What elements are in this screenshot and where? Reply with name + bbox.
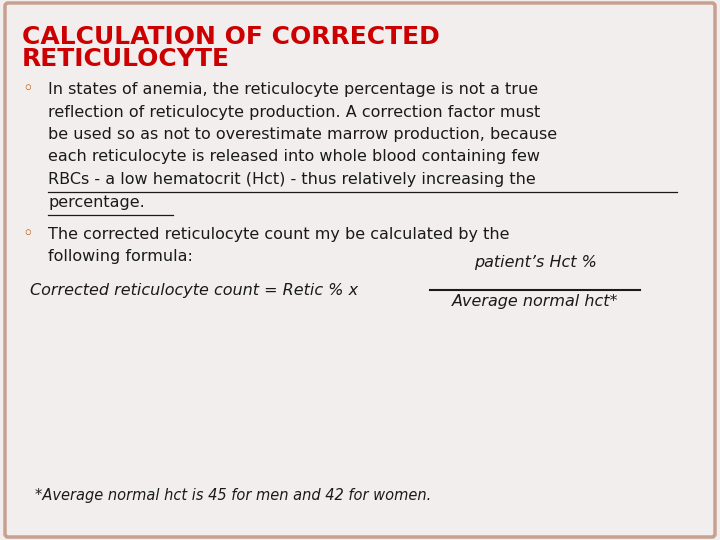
Text: The corrected reticulocyte count my be calculated by the: The corrected reticulocyte count my be c… [48,227,510,242]
FancyBboxPatch shape [5,3,715,537]
Text: CALCULATION OF CORRECTED: CALCULATION OF CORRECTED [22,25,440,49]
Text: ◦: ◦ [22,225,32,243]
Text: each reticulocyte is released into whole blood containing few: each reticulocyte is released into whole… [48,150,540,165]
Text: percentage.: percentage. [48,194,145,210]
Text: *Average normal hct is 45 for men and 42 for women.: *Average normal hct is 45 for men and 42… [35,488,431,503]
Text: reflection of reticulocyte production. A correction factor must: reflection of reticulocyte production. A… [48,105,540,119]
Text: be used so as not to overestimate marrow production, because: be used so as not to overestimate marrow… [48,127,557,142]
Text: ◦: ◦ [22,80,32,98]
Text: Corrected reticulocyte count = Retic % x: Corrected reticulocyte count = Retic % x [30,282,358,298]
Text: RBCs - a low hematocrit (Hct) - thus relatively increasing the: RBCs - a low hematocrit (Hct) - thus rel… [48,172,536,187]
Text: Average normal hct*: Average normal hct* [451,294,618,309]
Text: patient’s Hct %: patient’s Hct % [474,255,596,270]
Text: In states of anemia, the reticulocyte percentage is not a true: In states of anemia, the reticulocyte pe… [48,82,538,97]
Text: following formula:: following formula: [48,249,193,265]
Text: RETICULOCYTE: RETICULOCYTE [22,47,230,71]
